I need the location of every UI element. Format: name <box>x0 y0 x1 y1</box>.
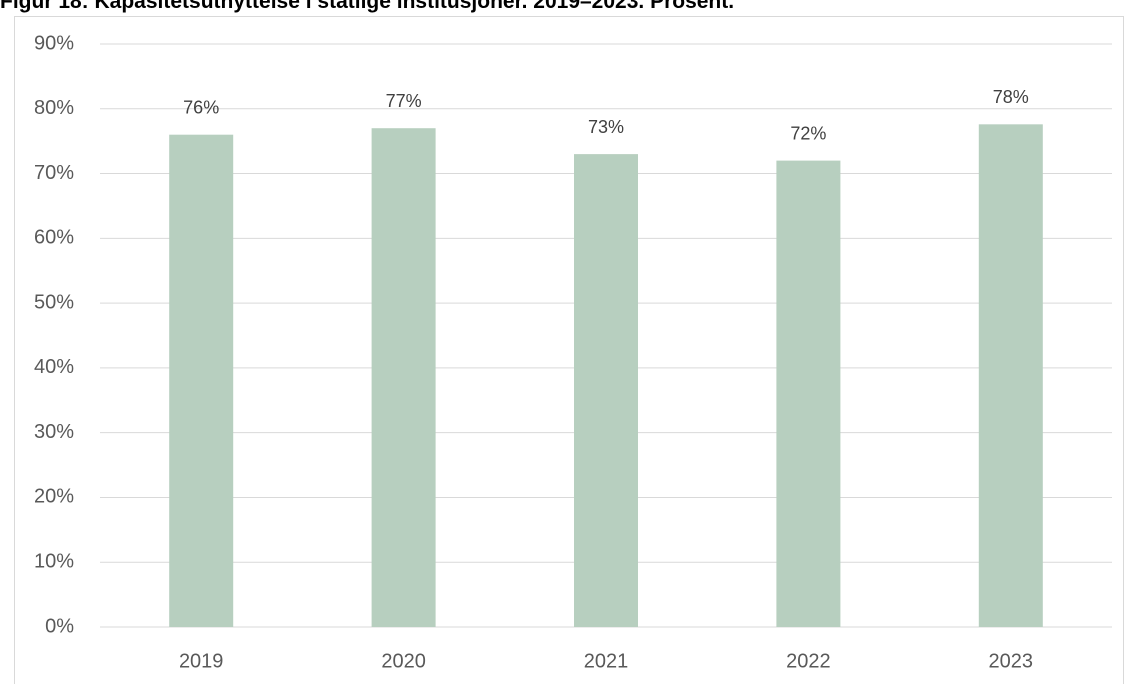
data-label: 72% <box>790 123 826 143</box>
bar <box>574 154 638 627</box>
data-label: 76% <box>183 97 219 117</box>
y-tick-label: 30% <box>34 421 74 443</box>
x-tick-label: 2023 <box>989 650 1034 672</box>
bar <box>371 128 436 627</box>
x-tick-label: 2020 <box>381 650 426 672</box>
data-label: 78% <box>993 87 1029 107</box>
y-tick-label: 60% <box>34 227 74 249</box>
bar <box>978 124 1043 627</box>
x-tick-label: 2019 <box>179 650 224 672</box>
x-tick-label: 2022 <box>786 650 831 672</box>
y-tick-label: 10% <box>34 551 74 573</box>
data-label: 73% <box>588 117 624 137</box>
y-tick-label: 80% <box>34 97 74 119</box>
bar <box>169 134 234 627</box>
y-tick-label: 20% <box>34 486 74 508</box>
x-tick-label: 2021 <box>584 650 629 672</box>
bar <box>776 160 841 627</box>
data-label: 77% <box>386 91 422 111</box>
y-tick-label: 50% <box>34 291 74 313</box>
y-tick-label: 70% <box>34 162 74 184</box>
chart-title: Figur 18: Kapasitetsutnyttelse i statlig… <box>0 0 734 13</box>
chart-frame <box>14 16 1124 684</box>
y-tick-label: 40% <box>34 356 74 378</box>
y-tick-label: 90% <box>34 32 74 54</box>
y-tick-label: 0% <box>45 615 74 637</box>
